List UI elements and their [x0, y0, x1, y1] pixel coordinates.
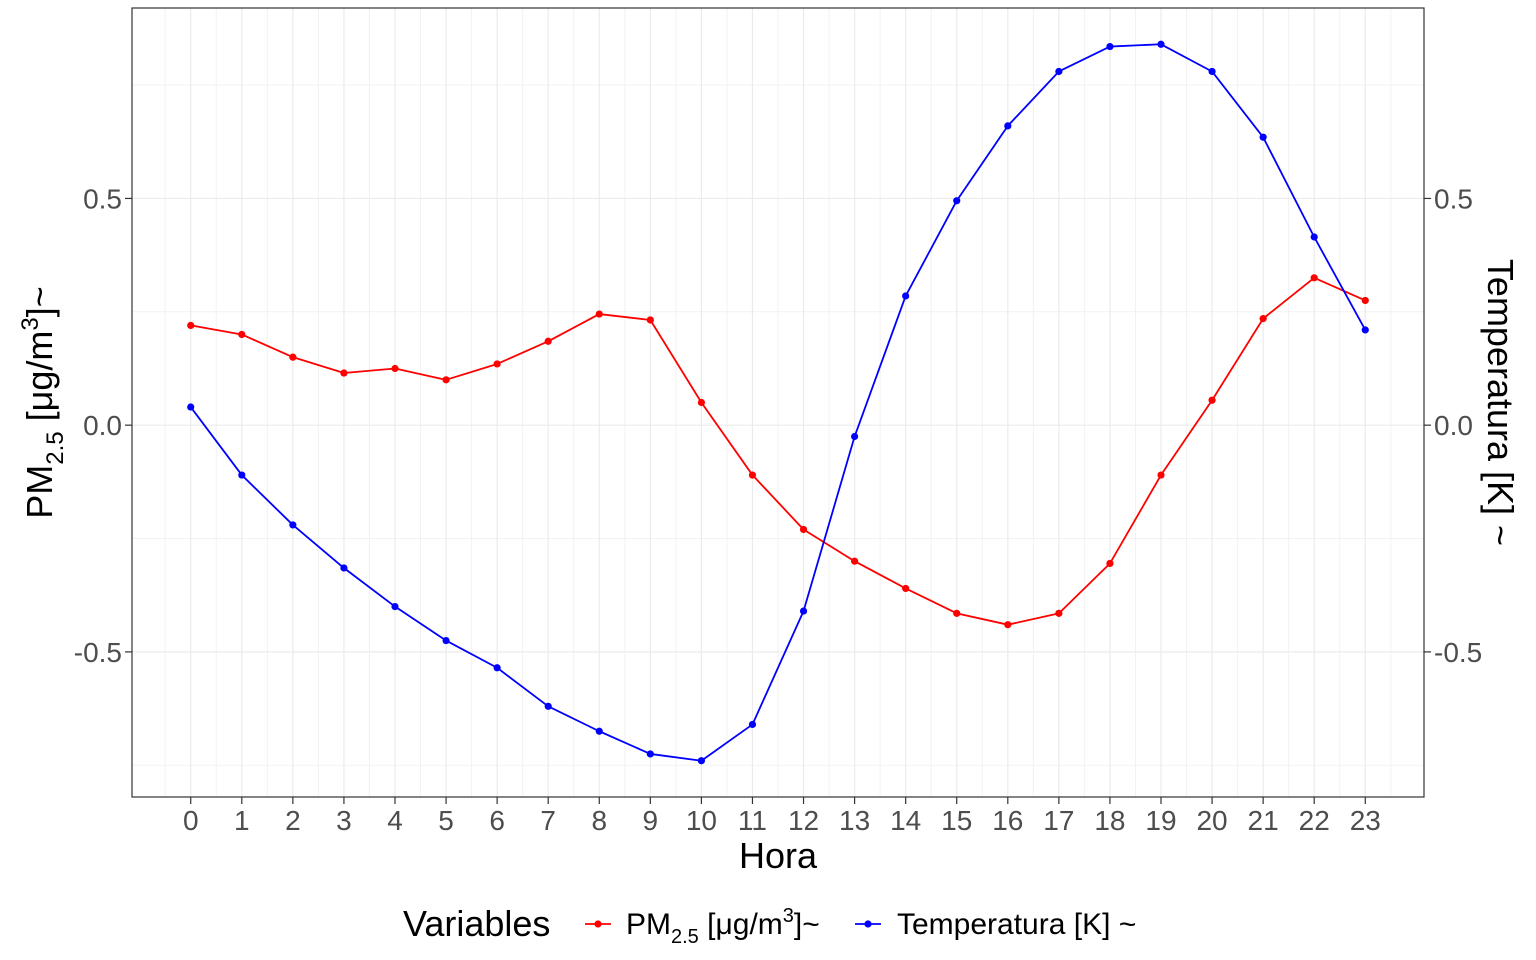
series-point-0: [391, 364, 399, 373]
series-point-1: [1157, 40, 1165, 48]
series-point-1: [493, 664, 501, 672]
series-point-0: [902, 584, 910, 593]
series-point-0: [799, 525, 808, 534]
x-tick-label: 15: [941, 805, 972, 836]
series-point-1: [340, 564, 348, 572]
panel-border: [131, 7, 1425, 798]
legend-key-pm25: [585, 920, 611, 928]
x-tick-label: 16: [992, 805, 1023, 836]
series-point-1: [544, 702, 552, 710]
series-point-1: [1361, 326, 1369, 334]
x-tick-label: 17: [1043, 805, 1074, 836]
series-point-0: [1361, 296, 1369, 305]
series-line-1: [190, 43, 1367, 762]
legend-key-point: [594, 920, 602, 928]
series-line-0: [190, 276, 1366, 626]
legend: Variables PM2.5 [μg/m3]~ Temperatura [K]…: [403, 903, 1136, 948]
series-point-1: [238, 471, 246, 479]
y-left-tick-label: 0.0: [83, 410, 122, 441]
x-tick-label: 23: [1350, 805, 1381, 836]
y-axis-left-title: PM2.5 [μg/m3]~: [17, 286, 69, 519]
series-point-1: [1106, 42, 1114, 51]
series-point-0: [442, 376, 450, 384]
series-point-0: [1004, 621, 1012, 629]
legend-label-temperatura: Temperatura [K] ~: [897, 908, 1136, 941]
legend-label-pm25: PM2.5 [μg/m3]~: [626, 905, 820, 948]
series-point-0: [1208, 396, 1216, 404]
legend-title: Variables: [403, 903, 550, 944]
series-point-1: [187, 403, 195, 411]
series-point-0: [289, 353, 297, 361]
series-point-0: [544, 337, 552, 345]
series-point-1: [1310, 233, 1318, 241]
series-point-1: [953, 197, 961, 205]
series-point-1: [1208, 67, 1216, 76]
series-point-0: [1157, 471, 1165, 479]
y-axis-right-title: Temperatura [K] ~: [1480, 259, 1521, 546]
series-point-0: [238, 330, 246, 339]
legend-key-point: [864, 920, 872, 928]
series-point-1: [902, 292, 910, 300]
x-tick-label: 12: [788, 805, 819, 836]
series-point-0: [646, 316, 654, 324]
x-tick-label: 7: [540, 805, 556, 836]
x-tick-label: 19: [1145, 805, 1176, 836]
series-point-1: [697, 757, 705, 765]
series-point-0: [1106, 559, 1114, 568]
grid-minor: [132, 8, 1424, 797]
x-tick-label: 22: [1299, 805, 1330, 836]
y-right-tick-label: -0.5: [1434, 637, 1482, 668]
x-tick-label: 14: [890, 805, 921, 836]
grid-major: [132, 8, 1424, 797]
series-point-1: [799, 607, 808, 615]
x-tick-label: 1: [234, 805, 250, 836]
series-point-1: [1259, 133, 1267, 141]
x-tick-label: 6: [489, 805, 505, 836]
series-point-0: [1055, 609, 1063, 617]
series-point-0: [851, 557, 859, 565]
axis-ticks: [125, 197, 1431, 804]
series-point-0: [187, 321, 195, 330]
series-point-1: [595, 727, 603, 735]
series-point-1: [391, 602, 399, 611]
series-point-0: [340, 369, 348, 377]
series-point-0: [748, 471, 757, 479]
series-point-1: [851, 432, 859, 441]
x-tick-label: 5: [438, 805, 454, 836]
x-tick-label: 9: [643, 805, 659, 836]
x-tick-label: 8: [591, 805, 607, 836]
x-tick-label: 13: [839, 805, 870, 836]
series-layer: [187, 40, 1369, 765]
x-tick-label: 20: [1196, 805, 1227, 836]
series-point-0: [697, 398, 705, 407]
x-tick-label: 11: [738, 805, 767, 836]
tick-labels: 0 1 2 3 4 5 6 7 8 9 10 11 12 13 14 15 16 17 18 19 20 21 22 23-0…: [74, 183, 1483, 836]
x-tick-label: 21: [1248, 805, 1279, 836]
x-tick-label: 4: [387, 805, 403, 836]
x-tick-label: 0: [183, 805, 199, 836]
x-tick-label: 18: [1094, 805, 1125, 836]
series-point-1: [1004, 122, 1012, 130]
series-point-1: [289, 521, 297, 529]
y-left-tick-label: -0.5: [74, 637, 122, 668]
series-point-0: [493, 360, 501, 368]
y-left-tick-label: 0.5: [83, 183, 122, 214]
x-tick-label: 3: [336, 805, 352, 836]
legend-key-temperatura: [855, 920, 881, 928]
series-point-1: [646, 750, 654, 758]
series-point-1: [442, 636, 450, 645]
x-tick-label: 10: [686, 805, 717, 836]
y-right-tick-label: 0.5: [1434, 183, 1473, 214]
series-point-0: [953, 609, 961, 617]
series-point-0: [595, 310, 603, 318]
series-point-0: [1310, 274, 1318, 282]
series-point-1: [748, 720, 757, 729]
x-tick-label: 2: [285, 805, 301, 836]
series-point-1: [1055, 67, 1063, 76]
series-point-0: [1259, 315, 1267, 323]
x-axis-title: Hora: [739, 835, 818, 876]
y-right-tick-label: 0.0: [1434, 410, 1473, 441]
